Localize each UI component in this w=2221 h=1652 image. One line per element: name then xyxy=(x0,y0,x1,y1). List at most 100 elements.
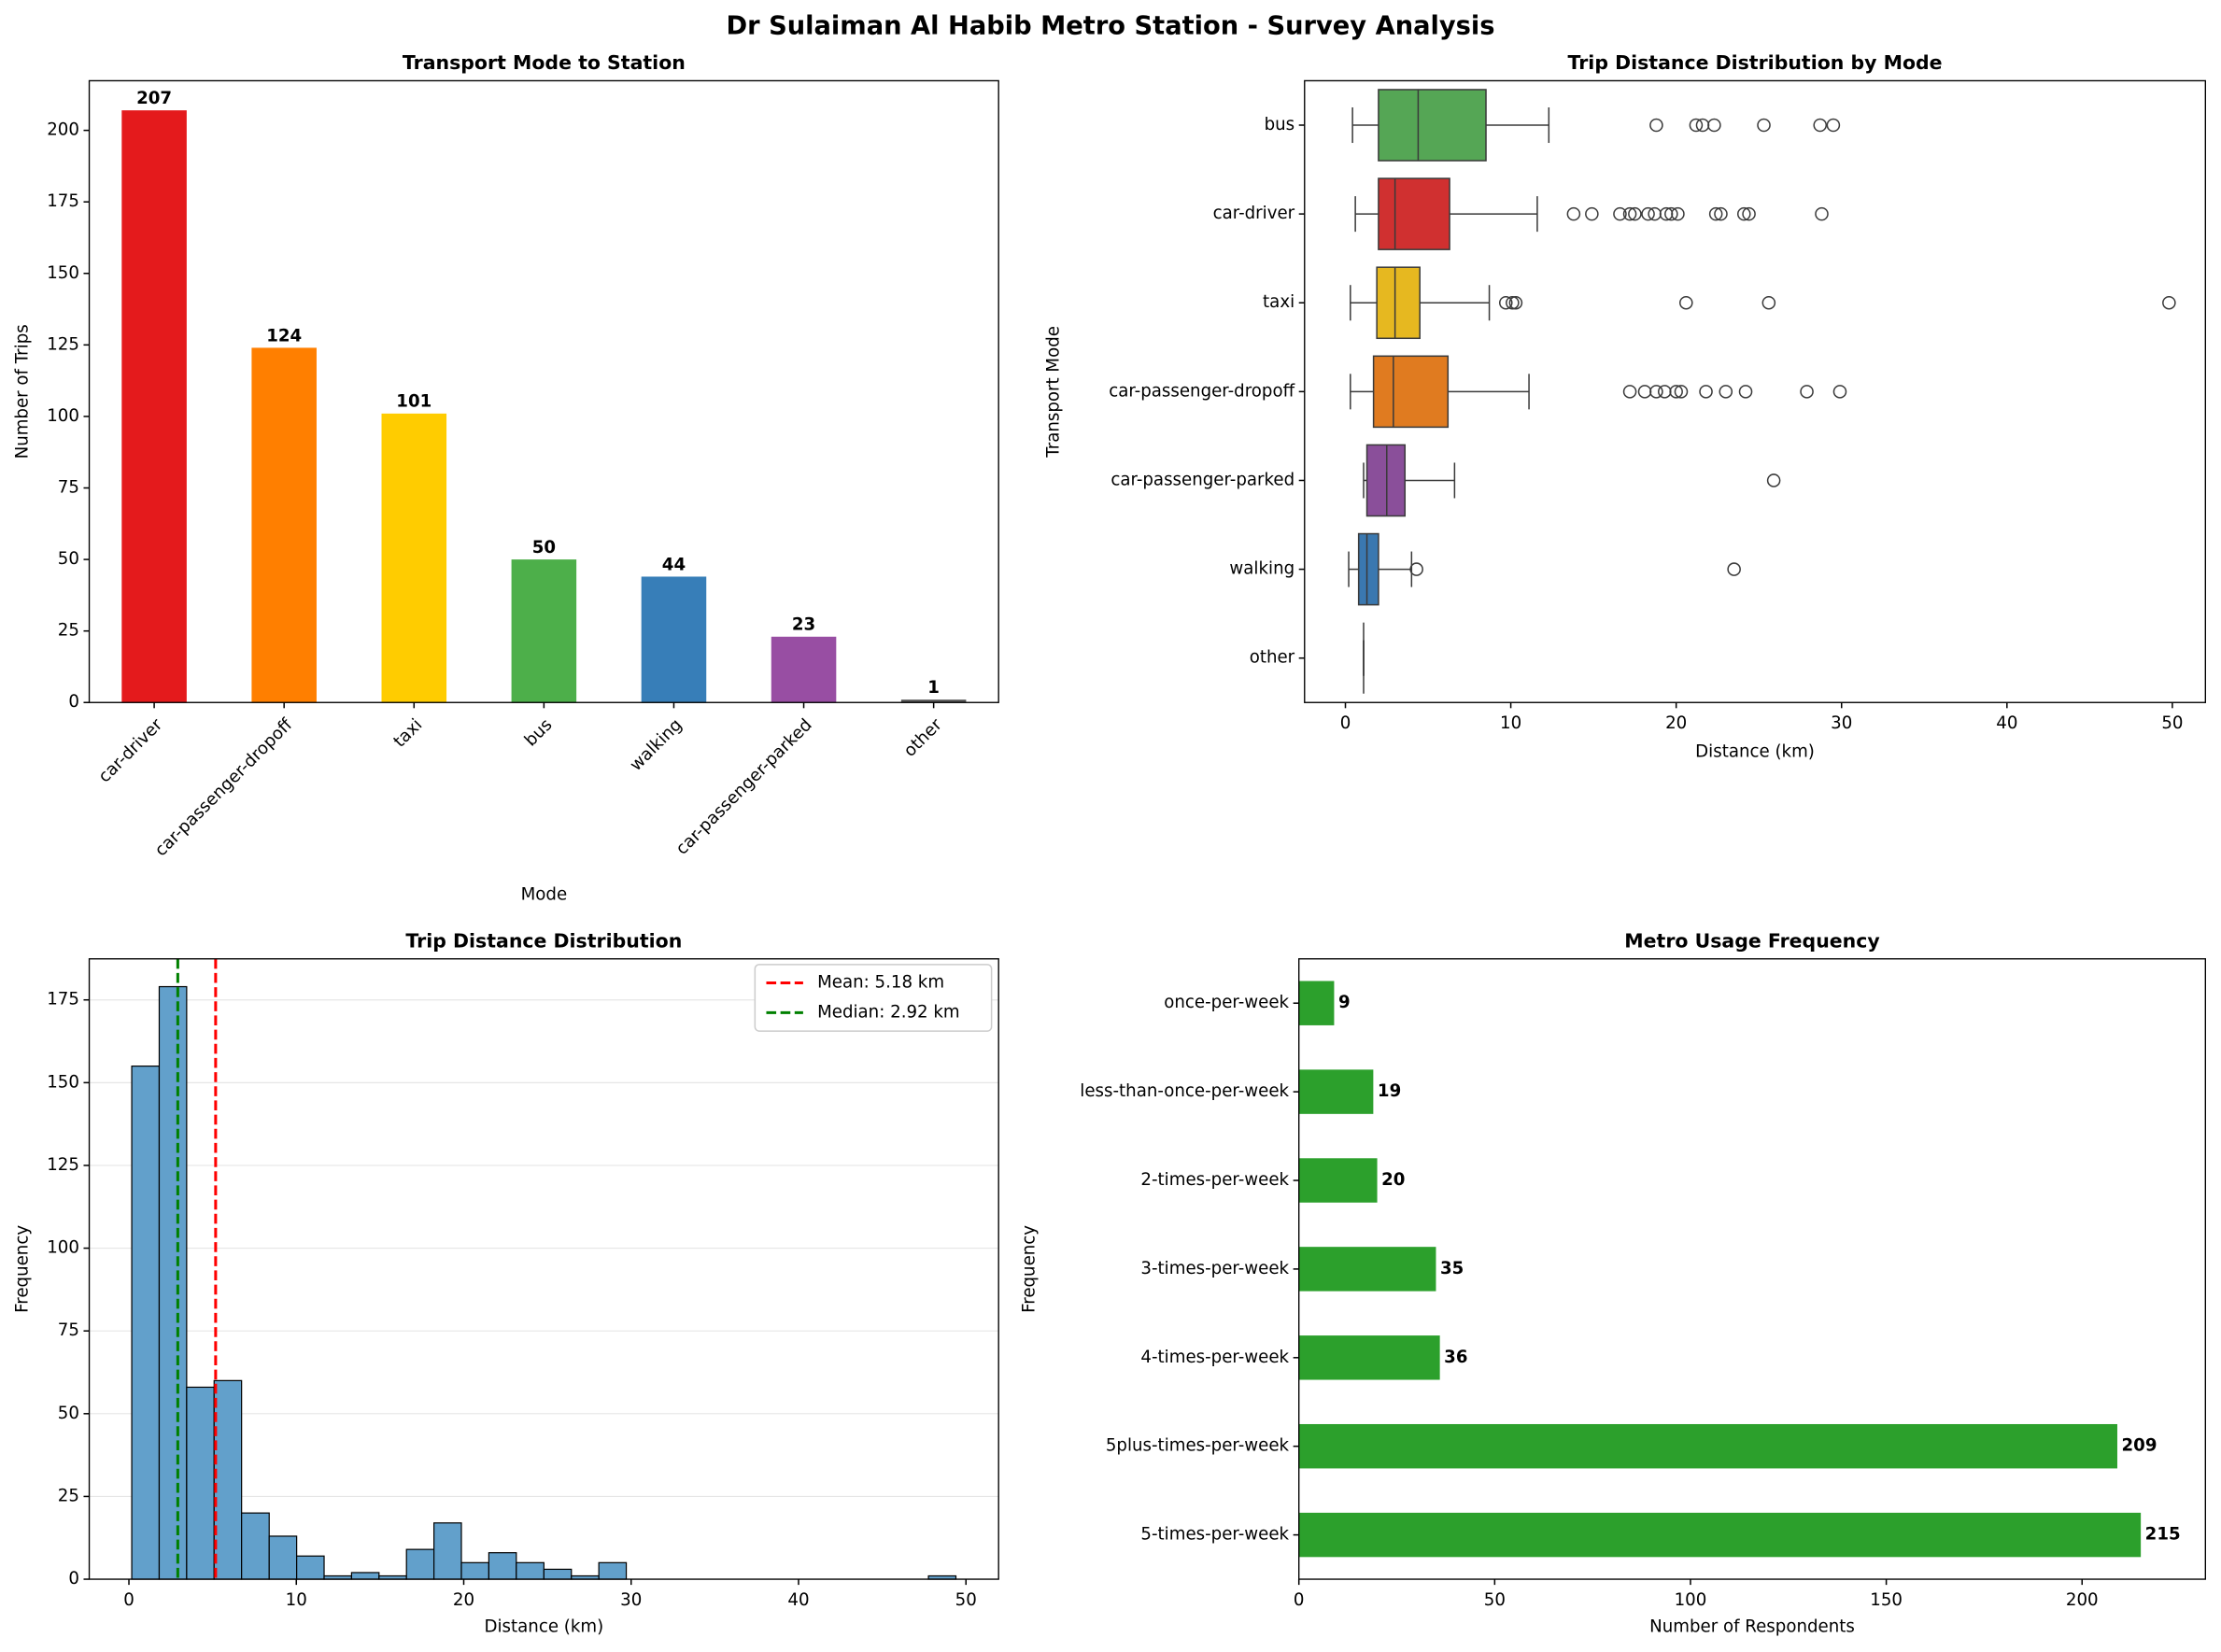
outlier xyxy=(1628,206,1642,221)
outlier xyxy=(1832,385,1847,399)
x-tick-label: 30 xyxy=(620,1590,642,1610)
histogram-bar xyxy=(405,1548,435,1580)
subplot-title: Transport Mode to Station xyxy=(403,51,686,74)
histogram-bar xyxy=(432,1522,462,1580)
value-label: 35 xyxy=(1440,1259,1464,1278)
y-axis-label: Frequency xyxy=(1020,1225,1040,1313)
box xyxy=(1372,355,1450,429)
bar xyxy=(641,576,707,703)
y-tick-label: 4-times-per-week xyxy=(1140,1348,1289,1367)
legend-label: Mean: 5.18 km xyxy=(817,973,944,993)
x-tick-label: 10 xyxy=(286,1590,307,1610)
outlier xyxy=(1649,385,1663,399)
x-tick-label: 20 xyxy=(1665,713,1687,733)
outlier xyxy=(1736,206,1751,221)
bar xyxy=(381,413,447,703)
y-tick-label: 25 xyxy=(58,621,79,641)
x-tick-label: 40 xyxy=(787,1590,809,1610)
legend-box xyxy=(754,964,993,1032)
outlier xyxy=(1664,206,1678,221)
outlier xyxy=(2162,295,2176,310)
histogram-bar xyxy=(241,1512,270,1580)
bar xyxy=(121,110,187,703)
outlier xyxy=(1641,206,1655,221)
box xyxy=(1376,266,1421,340)
value-label: 23 xyxy=(792,615,815,635)
bar xyxy=(1298,1512,2142,1558)
y-tick-label: 125 xyxy=(47,1155,79,1175)
x-tick-label: 200 xyxy=(2066,1590,2099,1610)
histogram-bar xyxy=(158,985,188,1580)
value-label: 215 xyxy=(2145,1525,2181,1545)
y-tick-label: walking xyxy=(1229,559,1294,579)
legend-label: Median: 2.92 km xyxy=(817,1002,960,1022)
outlier xyxy=(1498,295,1513,310)
x-tick-label: 50 xyxy=(1484,1590,1506,1610)
y-tick-label: car-driver xyxy=(1213,204,1295,223)
y-tick-label: taxi xyxy=(1263,292,1294,312)
bar xyxy=(900,699,967,703)
plot-frame xyxy=(88,79,999,703)
outlier xyxy=(1622,206,1637,221)
x-tick-label: 40 xyxy=(1996,713,2017,733)
outlier xyxy=(1815,206,1829,221)
value-label: 50 xyxy=(532,538,556,558)
outlier xyxy=(1761,295,1776,310)
y-tick-label: once-per-week xyxy=(1164,993,1289,1012)
x-tick-label: 0 xyxy=(1294,1590,1305,1610)
outlier xyxy=(1714,206,1728,221)
outlier xyxy=(1669,385,1683,399)
outlier xyxy=(1800,385,1814,399)
value-label: 44 xyxy=(662,555,686,574)
plot-frame xyxy=(1298,958,2207,1580)
y-tick-label: 0 xyxy=(68,1569,79,1588)
box xyxy=(1378,89,1487,162)
value-label: 209 xyxy=(2122,1436,2157,1456)
x-axis-label: Number of Respondents xyxy=(1649,1617,1855,1637)
x-axis-label: Distance (km) xyxy=(484,1617,603,1637)
figure-title: Dr Sulaiman Al Habib Metro Station - Sur… xyxy=(726,11,1494,40)
outlier xyxy=(1566,206,1581,221)
box xyxy=(1378,177,1450,250)
value-label: 207 xyxy=(136,89,172,108)
bar xyxy=(511,559,577,703)
bar xyxy=(1298,1069,1374,1114)
y-tick-label: 100 xyxy=(47,1238,79,1258)
y-tick-label: 175 xyxy=(47,990,79,1010)
bar xyxy=(1298,1423,2117,1469)
y-tick-label: other xyxy=(1250,648,1295,668)
histogram-bar xyxy=(186,1386,215,1580)
histogram-bar xyxy=(543,1568,573,1580)
y-tick-label: 50 xyxy=(58,549,79,569)
box xyxy=(1365,444,1407,517)
outlier xyxy=(1613,206,1627,221)
y-tick-label: 5-times-per-week xyxy=(1140,1525,1289,1545)
y-tick-label: 150 xyxy=(47,263,79,283)
outlier xyxy=(1689,118,1704,133)
x-tick-label: 50 xyxy=(2161,713,2183,733)
outlier xyxy=(1707,118,1721,133)
x-tick-label: 10 xyxy=(1500,713,1521,733)
y-tick-label: 2-times-per-week xyxy=(1140,1170,1289,1190)
y-tick-label: 200 xyxy=(47,120,79,140)
y-tick-label: 125 xyxy=(47,334,79,354)
outlier xyxy=(1727,562,1741,576)
histogram-bar xyxy=(598,1561,628,1580)
histogram-bar xyxy=(268,1535,298,1580)
y-tick-label: 50 xyxy=(58,1404,79,1423)
box xyxy=(1357,532,1379,606)
y-tick-label: bus xyxy=(1265,115,1295,134)
outlier xyxy=(1409,562,1423,576)
y-axis-label: Transport Mode xyxy=(1043,326,1063,459)
subplot-title: Trip Distance Distribution by Mode xyxy=(1568,51,1943,74)
outlier xyxy=(1826,118,1841,133)
histogram-bar xyxy=(460,1561,490,1580)
plot-frame xyxy=(1304,79,2207,703)
value-label: 1 xyxy=(927,678,940,698)
value-label: 124 xyxy=(266,326,302,346)
histogram-bar xyxy=(488,1552,517,1580)
bar xyxy=(1298,1247,1436,1292)
